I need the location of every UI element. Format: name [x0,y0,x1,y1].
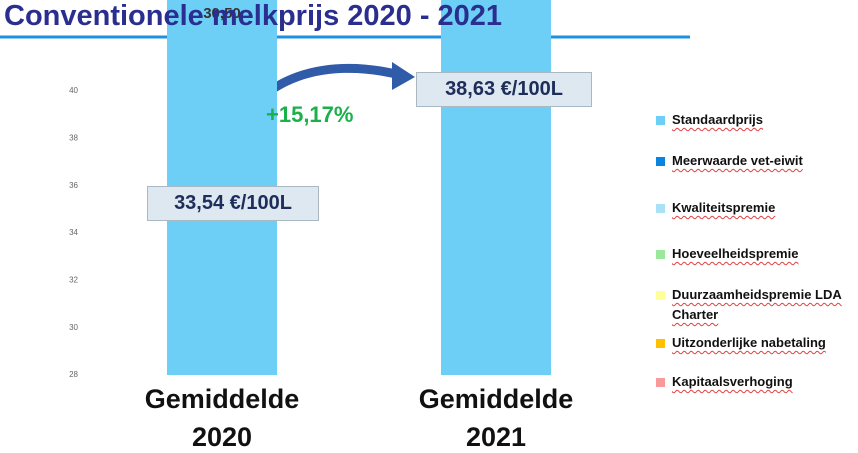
legend-swatch [656,250,665,259]
y-tick-label: 30 [69,323,78,332]
y-tick-label: 28 [69,370,78,379]
x-tick-label: Gemiddelde 2021 [418,384,574,452]
total-label: 38,63 €/100L [416,72,592,107]
legend-swatch [656,116,665,125]
legend-label: Standaardprijs [672,112,764,127]
legend-swatch [656,157,665,166]
y-tick-label: 36 [69,181,78,190]
legend-swatch [656,339,665,348]
bar-segment [441,0,551,375]
value-label: 30,50 [203,5,241,22]
y-tick-label: 32 [69,275,78,284]
legend-label: Kapitaalsverhoging [672,374,793,389]
legend-label: Hoeveelheidspremie [672,246,799,261]
legend-label: Duurzaamheidspremie LDA Charter [672,287,842,322]
total-label: 33,54 €/100L [147,186,319,221]
legend-swatch [656,291,665,300]
growth-label: +15,17% [266,102,354,127]
y-tick-label: 38 [69,133,78,142]
legend-swatch [656,204,665,213]
legend-label: Meerwaarde vet-eiwit [672,153,803,168]
y-tick-label: 40 [69,86,78,95]
arrow-head [392,62,415,90]
legend-label: Kwaliteitspremie [672,200,776,215]
chart-title: Conventionele melkprijs 2020 - 2021 [4,0,503,32]
y-tick-label: 34 [69,228,78,237]
legend-swatch [656,378,665,387]
legend-label: Uitzonderlijke nabetaling [672,335,826,350]
x-tick-label: Gemiddelde 2020 [144,384,300,452]
